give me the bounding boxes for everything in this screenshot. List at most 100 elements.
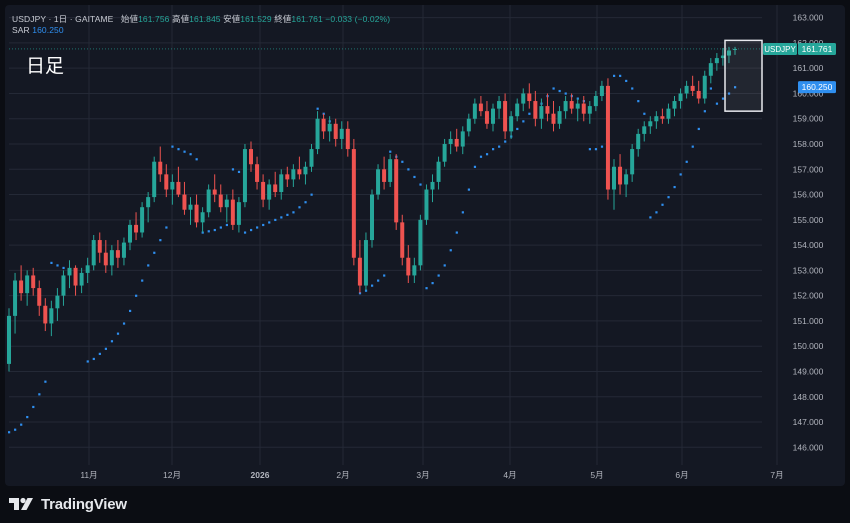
sar-point — [619, 74, 622, 77]
candle — [460, 126, 465, 155]
candle — [315, 111, 320, 155]
sar-point — [691, 145, 694, 148]
close-label: 終値 — [274, 14, 292, 24]
candle — [702, 70, 707, 104]
highlight-rect — [724, 39, 763, 112]
candle — [249, 141, 253, 172]
candle — [339, 121, 344, 150]
sar-point — [165, 226, 168, 229]
sar-point — [280, 216, 283, 219]
candle — [630, 144, 635, 182]
candle — [382, 156, 387, 190]
chart-panel[interactable]: 146.000 147.000 148.000 149.000 150.000 151.0… — [5, 5, 845, 486]
y-tick-label: 154.000 — [793, 240, 824, 250]
candle — [267, 179, 272, 210]
sar-point — [153, 251, 156, 254]
sar-point — [383, 274, 386, 277]
candle — [152, 156, 157, 203]
y-tick-label: 157.000 — [793, 164, 824, 174]
candle — [242, 144, 247, 208]
y-tick-label: 161.000 — [793, 63, 824, 73]
sar-point — [407, 168, 410, 171]
legend-ohlc[interactable]: USDJPY · 1日 · GAITAME 始値161.756 高値161.84… — [12, 13, 390, 25]
open-label: 始値 — [120, 14, 139, 24]
sar-point — [32, 405, 35, 409]
candle — [194, 194, 199, 228]
candle — [261, 174, 266, 208]
candle — [563, 95, 568, 119]
candle — [218, 184, 223, 213]
sar-point — [14, 428, 17, 431]
sar-point — [110, 340, 114, 343]
sar-point — [431, 282, 434, 285]
x-tick-label: 6月 — [675, 470, 688, 480]
y-tick-label: 160.000 — [793, 88, 824, 98]
y-tick-label: 163.000 — [793, 13, 824, 23]
candle — [394, 154, 399, 230]
sar-point — [62, 266, 65, 270]
sar-point — [231, 168, 235, 171]
sar-point — [243, 231, 247, 234]
sar-point — [443, 264, 446, 267]
candle — [454, 128, 459, 152]
tradingview-wordmark: TradingView — [41, 495, 127, 513]
candle — [624, 169, 629, 198]
candle — [599, 80, 604, 102]
candle — [115, 240, 120, 268]
candle-series — [7, 46, 737, 372]
candle — [593, 90, 598, 112]
highlight-box — [724, 39, 763, 112]
sar-point — [558, 89, 561, 93]
candle — [333, 118, 338, 147]
sar-point — [141, 279, 144, 282]
sar-point — [516, 127, 519, 131]
x-axis[interactable]: 11月 12月 2026 2月 3月 4月 5月 6月 7月 — [80, 470, 783, 480]
sar-point — [727, 92, 731, 95]
footer: TradingView — [9, 493, 127, 515]
candle — [436, 156, 441, 190]
candle — [503, 93, 508, 139]
x-tick-label: 12月 — [163, 470, 181, 480]
legend-sar[interactable]: SAR 160.250 — [12, 25, 64, 35]
candle — [442, 138, 447, 167]
candle — [515, 98, 520, 122]
candle — [158, 146, 163, 182]
candle — [430, 174, 435, 203]
sar-point — [613, 74, 616, 77]
sar-point — [437, 274, 440, 277]
sar-point — [364, 289, 368, 292]
sar-point — [147, 264, 150, 267]
candle — [273, 171, 278, 198]
sar-point — [734, 86, 737, 89]
close-value: 161.761 — [291, 14, 323, 24]
candle — [7, 308, 11, 372]
candle — [478, 95, 483, 117]
sar-point — [401, 160, 404, 163]
low-label: 安値 — [223, 14, 241, 24]
sar-point — [268, 221, 271, 224]
sar-point — [371, 284, 374, 287]
sar-point — [649, 216, 652, 219]
sar-point — [189, 153, 192, 156]
high-label: 高値 — [171, 14, 190, 24]
candle — [73, 265, 78, 296]
open-value: 161.756 — [138, 14, 170, 24]
y-axis[interactable]: 146.000 147.000 148.000 149.000 150.000 151.0… — [793, 13, 824, 453]
sar-point — [685, 160, 688, 163]
price-chart[interactable]: 146.000 147.000 148.000 149.000 150.000 151.0… — [5, 5, 845, 486]
tradingview-logo-icon — [9, 497, 33, 510]
candle — [726, 46, 731, 64]
candle — [303, 161, 308, 185]
sar-point — [262, 223, 265, 227]
sar-label: SAR — [12, 25, 30, 35]
sar-point — [643, 112, 646, 115]
symbol-label: USDJPY · 1日 · GAITAME — [12, 14, 114, 24]
candle — [575, 98, 580, 122]
x-tick-label: 2月 — [336, 470, 349, 480]
sar-point — [522, 120, 525, 123]
candle — [418, 214, 423, 271]
candle — [37, 280, 42, 316]
candle — [363, 232, 368, 291]
candle — [370, 189, 374, 248]
sar-point — [298, 206, 301, 209]
